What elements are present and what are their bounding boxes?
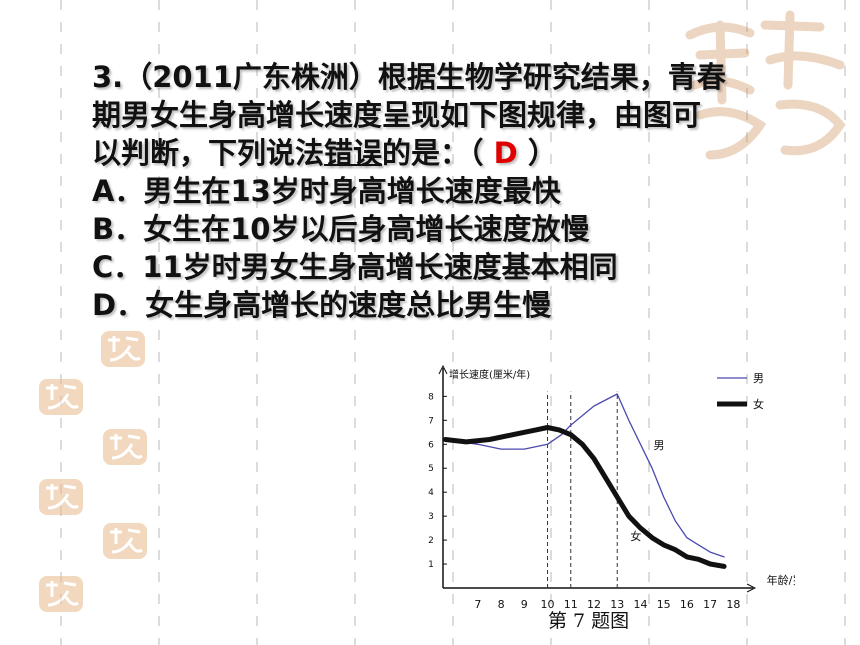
option-b: B．女生在10岁以后身高增长速度放慢 [92, 212, 590, 246]
x-tick-label: 8 [498, 598, 505, 611]
decorative-seal [103, 523, 147, 559]
decorative-seal [101, 331, 145, 367]
x-tick-label: 16 [680, 598, 694, 611]
decorative-seal [39, 479, 83, 515]
decorative-seal [103, 429, 147, 465]
x-tick-label: 13 [610, 598, 624, 611]
figure-caption: 第 7 题图 [548, 610, 630, 632]
x-tick-label: 14 [633, 598, 647, 611]
question-line: 期男女生身高增长速度呈现如下图规律，由图可 [92, 98, 702, 132]
question-block: 3.（2011广东株洲）根据生物学研究结果，青春 期男女生身高增长速度呈现如下图… [92, 58, 812, 324]
y-tick-label: 4 [428, 488, 434, 498]
y-tick-label: 3 [428, 512, 434, 522]
question-line: 以判断，下列说法错误的是：（ D ） [92, 134, 812, 172]
y-tick-label: 5 [428, 464, 434, 474]
x-tick-label: 11 [564, 598, 578, 611]
y-axis-label: 增长速度(厘米/年) [449, 368, 530, 381]
question-line: 3.（2011广东株洲）根据生物学研究结果，青春 [92, 60, 726, 94]
legend-label-female: 女 [753, 397, 764, 411]
legend-label-male: 男 [753, 372, 764, 385]
option-c: C．11岁时男女生身高增长速度基本相同 [92, 250, 618, 284]
series-line-male [444, 393, 725, 558]
x-axis-label: 年龄/岁 [767, 573, 795, 587]
series-line-female [442, 425, 727, 569]
x-tick-label: 12 [587, 598, 601, 611]
x-tick-label: 15 [657, 598, 671, 611]
decorative-seal [39, 379, 83, 415]
question-text: 以判断，下列说法 [92, 136, 325, 170]
y-tick-label: 6 [428, 440, 434, 450]
x-tick-label: 10 [541, 598, 555, 611]
decorative-seal-large [685, 10, 846, 160]
option-d: D．女生身高增长的速度总比男生慢 [92, 288, 552, 322]
curve-label-male: 男 [654, 439, 665, 452]
x-tick-label: 18 [726, 598, 740, 611]
x-tick-label: 7 [474, 598, 481, 611]
x-axis-arrow [746, 583, 757, 593]
y-axis-arrow [438, 364, 448, 375]
answer-mark: D [493, 136, 518, 170]
y-tick-label: 2 [428, 536, 434, 546]
question-text: 的是：（ [382, 136, 494, 170]
option-a: A．男生在13岁时身高增长速度最快 [92, 174, 561, 208]
y-tick-label: 7 [428, 416, 434, 426]
emphasis-wrong: 错误 [324, 136, 383, 170]
x-tick-label: 17 [703, 598, 717, 611]
y-tick-label: 8 [428, 392, 434, 402]
curve-label-female: 女 [630, 529, 641, 543]
x-tick-label: 9 [521, 598, 528, 611]
question-text: ） [517, 136, 557, 170]
decorative-seal [39, 576, 83, 612]
y-tick-label: 1 [428, 560, 434, 570]
